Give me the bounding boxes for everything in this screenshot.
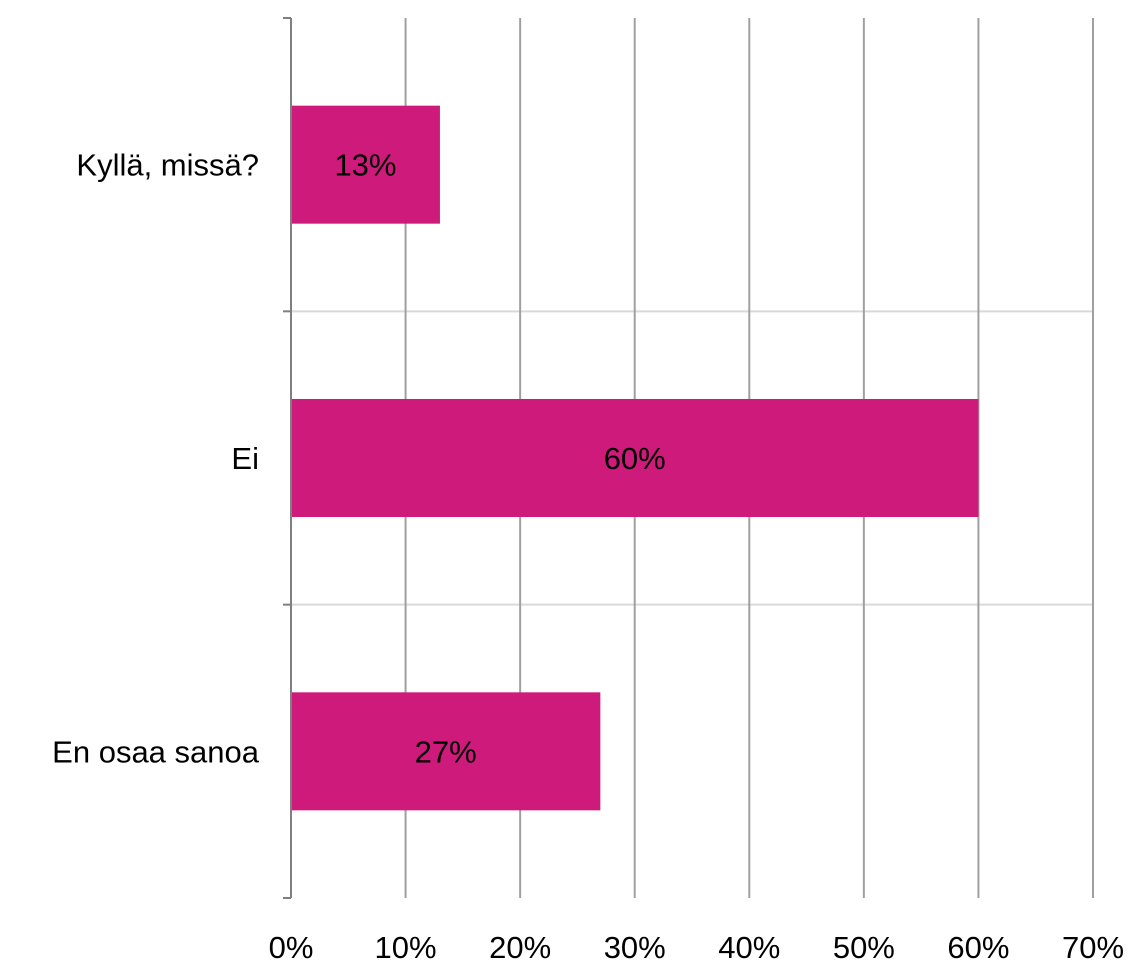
data-label: 60% (604, 441, 666, 476)
x-tick-label: 60% (947, 930, 1009, 960)
bars (291, 105, 979, 811)
axes (283, 17, 292, 899)
category-label: Kyllä, missä? (76, 148, 259, 183)
labels: 0% 10% 20% 30% 40% 50% 60% 70% 13% Kyllä, missä? 6… (52, 148, 1124, 965)
x-tick-label: 0% (269, 930, 314, 960)
x-tick-label: 30% (604, 930, 666, 960)
data-label: 27% (415, 734, 477, 769)
category-label: Ei (231, 441, 259, 476)
bar (291, 692, 601, 811)
category-label: En osaa sanoa (52, 734, 260, 769)
data-label: 13% (334, 148, 396, 183)
bar (291, 105, 440, 224)
x-tick-label: 20% (489, 930, 551, 960)
x-tick-label: 70% (1062, 930, 1124, 960)
x-tick-label: 50% (833, 930, 895, 960)
x-tick-label: 40% (718, 930, 780, 960)
x-tick-label: 10% (375, 930, 437, 960)
bar (291, 399, 979, 517)
